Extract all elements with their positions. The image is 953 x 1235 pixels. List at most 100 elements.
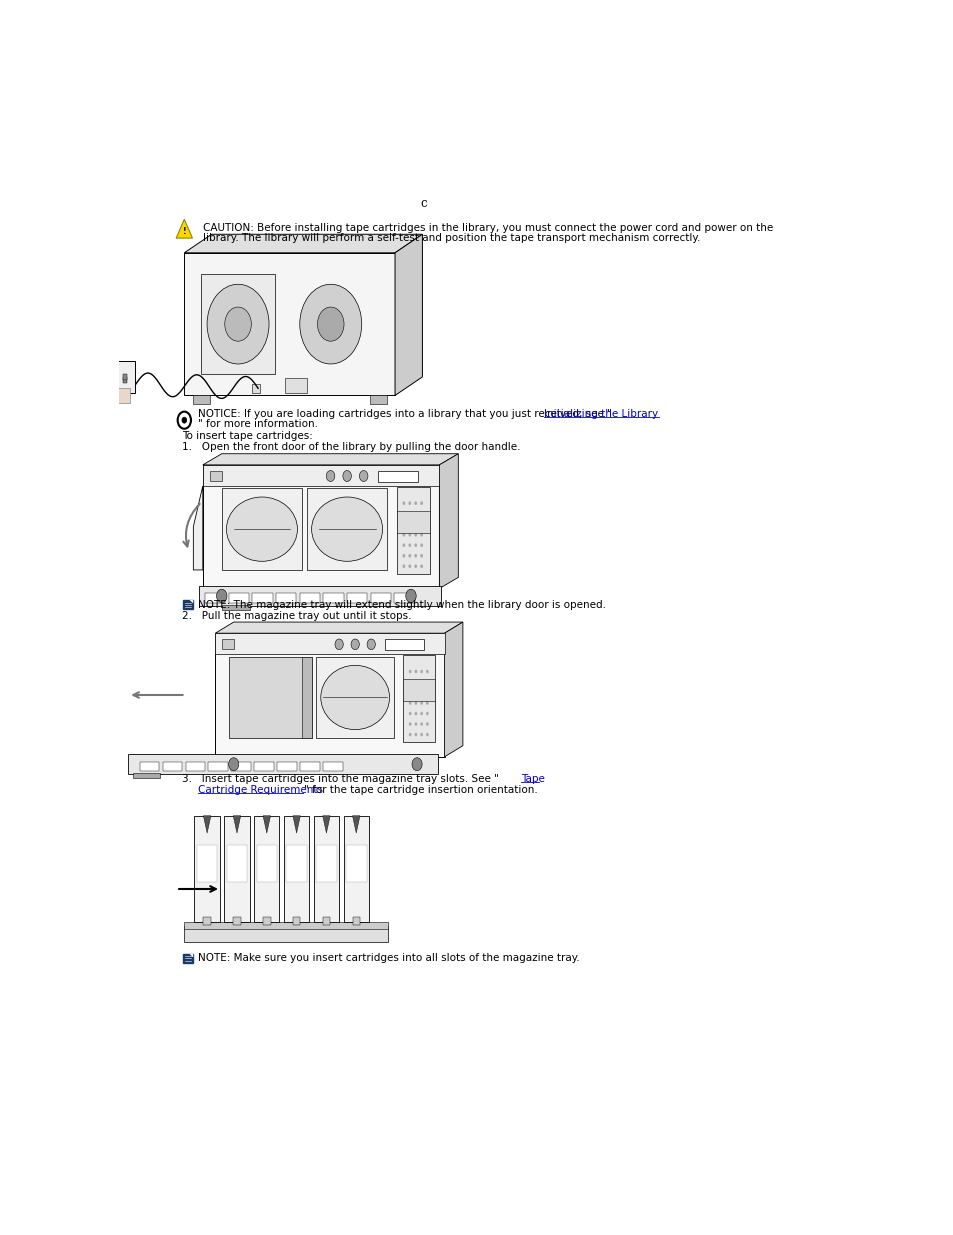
Circle shape [409,669,411,673]
Bar [396,510,430,532]
Text: Cartridge Requirements: Cartridge Requirements [198,785,323,795]
Circle shape [402,511,405,515]
Circle shape [405,589,416,603]
Polygon shape [193,485,203,569]
Circle shape [402,543,405,547]
Bar [205,594,225,603]
Circle shape [409,690,411,694]
Bar [186,762,205,771]
Circle shape [415,680,416,684]
Text: !: ! [182,227,186,236]
Bar [222,640,233,650]
Circle shape [426,690,428,694]
Bar [183,955,193,963]
Circle shape [414,543,416,547]
Text: c: c [420,196,427,210]
Text: 2.   Pull the magazine tray out until it stops.: 2. Pull the magazine tray out until it s… [182,611,411,621]
Circle shape [419,532,422,536]
Polygon shape [215,622,462,634]
Polygon shape [395,235,422,395]
Text: To insert tape cartridges:: To insert tape cartridges: [182,431,313,441]
Bar [123,374,128,379]
Circle shape [415,711,416,715]
Polygon shape [293,816,300,834]
Bar [253,816,279,923]
Circle shape [415,701,416,705]
Text: " for more information.: " for more information. [198,419,318,429]
Bar [299,594,319,603]
Circle shape [414,511,416,515]
Bar [277,762,296,771]
Text: 3.   Insert tape cartridges into the magazine tray slots. See ": 3. Insert tape cartridges into the magaz… [182,773,498,784]
Circle shape [414,564,416,568]
Circle shape [426,711,428,715]
Bar [315,845,336,882]
Bar [394,594,415,603]
Bar [221,488,302,569]
Circle shape [225,308,251,341]
Circle shape [419,522,422,526]
Circle shape [415,669,416,673]
Ellipse shape [226,496,297,561]
Bar [285,378,306,393]
Bar [201,274,274,374]
Bar [199,587,440,606]
Polygon shape [233,816,240,834]
Circle shape [420,669,422,673]
Bar [396,487,430,573]
Bar [209,762,228,771]
Circle shape [408,555,411,557]
Polygon shape [353,816,359,834]
Bar [128,755,437,774]
Circle shape [420,680,422,684]
Text: NOTE: The magazine tray will extend slightly when the library door is opened.: NOTE: The magazine tray will extend slig… [198,600,606,610]
Bar [385,640,423,651]
Circle shape [367,638,375,650]
Bar [403,679,435,701]
Polygon shape [117,388,130,403]
Circle shape [419,564,422,568]
Bar [227,845,247,882]
Circle shape [408,501,411,505]
Circle shape [415,690,416,694]
Circle shape [408,543,411,547]
Bar [184,923,387,929]
Circle shape [402,564,405,568]
Polygon shape [203,816,211,834]
Circle shape [408,511,411,515]
Bar [203,464,439,485]
Text: NOTE: Make sure you insert cartridges into all slots of the magazine tray.: NOTE: Make sure you insert cartridges in… [198,953,579,963]
Bar [371,594,391,603]
Bar [315,657,394,739]
Ellipse shape [312,496,382,561]
Bar [256,845,276,882]
Ellipse shape [320,666,389,730]
Circle shape [182,417,187,424]
Circle shape [414,555,416,557]
Circle shape [402,555,405,557]
Bar [347,594,367,603]
Circle shape [426,701,428,705]
Bar [215,634,444,757]
Circle shape [229,758,238,771]
Circle shape [177,411,191,429]
Bar [203,916,211,925]
Bar [314,816,338,923]
Text: 1.   Open the front door of the library by pulling the door handle.: 1. Open the front door of the library by… [182,442,520,452]
Bar [322,916,330,925]
Polygon shape [322,816,330,834]
Bar [253,594,273,603]
Circle shape [326,471,335,482]
Circle shape [412,758,421,771]
Text: library. The library will perform a self-test and position the tape transport me: library. The library will perform a self… [203,232,700,242]
Bar [184,926,387,942]
Circle shape [426,680,428,684]
Polygon shape [203,453,457,464]
Bar [123,377,128,383]
Circle shape [402,522,405,526]
Bar [346,845,366,882]
Bar [233,916,240,925]
Bar [323,594,343,603]
Circle shape [426,669,428,673]
Bar [184,253,395,395]
